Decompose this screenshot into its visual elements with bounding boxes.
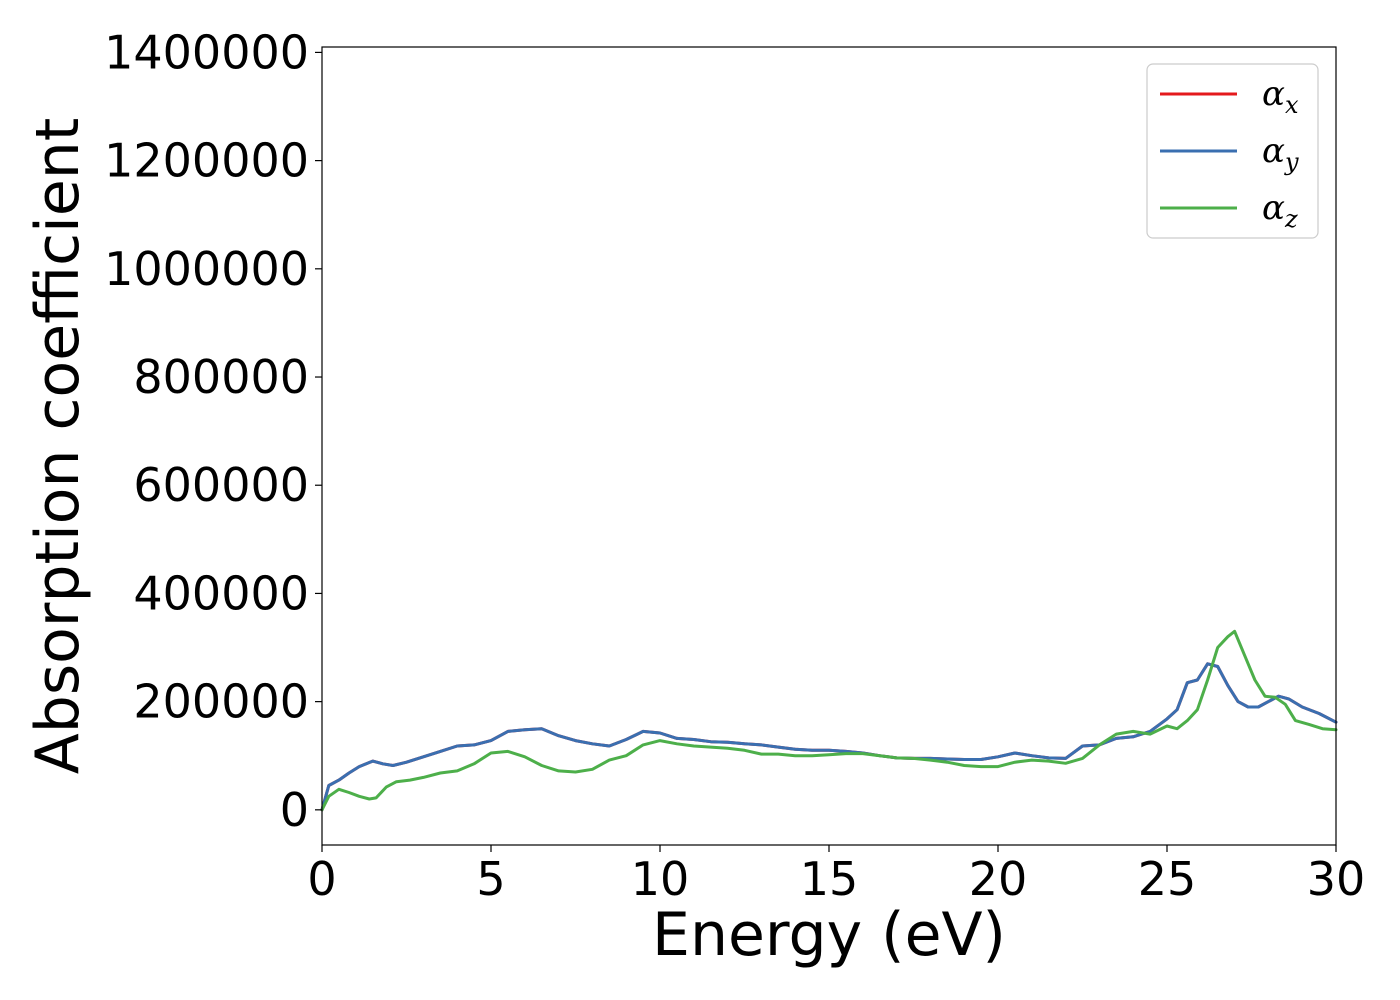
legend-label-y: αy bbox=[1262, 131, 1299, 176]
legend-label-main: α bbox=[1262, 74, 1285, 114]
y-tick-label: 200000 bbox=[133, 675, 309, 729]
legend-label-main: α bbox=[1262, 188, 1285, 228]
legend-label-z: αz bbox=[1262, 188, 1298, 233]
x-tick-label: 30 bbox=[1307, 852, 1366, 906]
y-axis-ticks: 0 200000 400000 600000 800000 1000000 1200000 1… bbox=[104, 25, 322, 837]
series-layer bbox=[320, 629, 1338, 812]
x-tick-label: 20 bbox=[969, 852, 1028, 906]
x-tick-label: 0 bbox=[307, 852, 336, 906]
y-tick-label: 0 bbox=[280, 783, 309, 837]
x-axis-label: Energy (eV) bbox=[652, 900, 1006, 970]
x-tick-label: 15 bbox=[800, 852, 859, 906]
x-axis-ticks: 0 5 10 15 20 25 30 bbox=[307, 845, 1365, 906]
legend-label-x: αx bbox=[1262, 74, 1299, 119]
y-tick-label: 400000 bbox=[133, 566, 309, 620]
x-tick-label: 5 bbox=[476, 852, 505, 906]
series-line-z bbox=[320, 629, 1338, 812]
y-tick-label: 1000000 bbox=[104, 242, 309, 296]
legend-label-sub: y bbox=[1284, 148, 1299, 176]
series-line-y bbox=[320, 662, 1338, 812]
y-axis-label: Absorption coefficient bbox=[23, 118, 93, 775]
y-tick-label: 600000 bbox=[133, 458, 309, 512]
x-tick-label: 10 bbox=[631, 852, 690, 906]
y-tick-label: 800000 bbox=[133, 350, 309, 404]
y-tick-label: 1400000 bbox=[104, 25, 309, 79]
legend-label-sub: z bbox=[1284, 205, 1298, 233]
y-tick-label: 1200000 bbox=[104, 134, 309, 188]
x-tick-label: 25 bbox=[1138, 852, 1197, 906]
legend-label-sub: x bbox=[1285, 91, 1299, 119]
legend-label-main: α bbox=[1262, 131, 1285, 171]
